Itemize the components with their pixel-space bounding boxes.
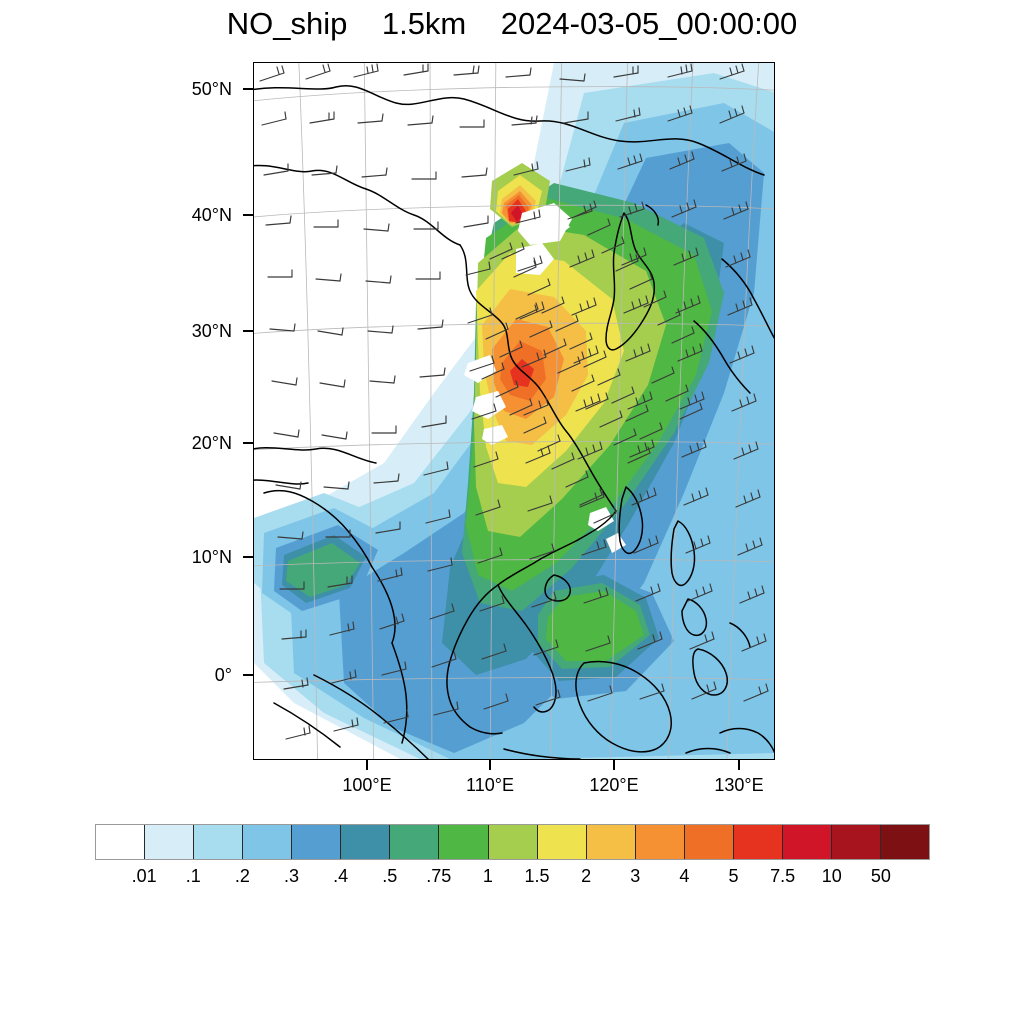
colorbar-cell-15 <box>830 825 880 859</box>
ytick-30 <box>243 330 253 332</box>
colorbar-cell-16 <box>880 825 930 859</box>
colorbar-labels: .01 .1 .2 .3 .4 .5 .75 1 1.5 2 3 4 5 7.5 10 50 <box>95 866 930 896</box>
colorbar-tick-7.5: 7.5 <box>770 866 796 886</box>
map-plot <box>253 62 775 760</box>
colorbar-tick-.01: .01 <box>131 866 157 886</box>
plot-frame <box>253 62 775 760</box>
colorbar-tick-2: 2 <box>581 866 592 886</box>
wind-barbs <box>259 63 769 740</box>
ytick-label-40: 40°N <box>191 205 232 225</box>
colorbar-cell-7 <box>438 825 488 859</box>
coastlines <box>254 85 774 759</box>
colorbar-cell-14 <box>781 825 831 859</box>
colorbar-tick-3: 3 <box>630 866 641 886</box>
colorbar-tick-5: 5 <box>728 866 739 886</box>
ytick-20 <box>243 442 253 444</box>
colorbar-cell-12 <box>683 825 733 859</box>
colorbar-tick-1: 1 <box>482 866 493 886</box>
colorbar-tick-4: 4 <box>679 866 690 886</box>
colorbar-tick-50: 50 <box>870 866 891 886</box>
colorbar-tick-1.5: 1.5 <box>524 866 550 886</box>
xtick-130 <box>738 760 740 770</box>
page-title: NO_ship 1.5km 2024-03-05_00:00:00 <box>226 6 798 41</box>
colorbar-cell-9 <box>536 825 586 859</box>
colorbar-tick-.4: .4 <box>333 866 349 886</box>
colorbar-tick-.75: .75 <box>426 866 452 886</box>
colorbar-cell-5 <box>340 825 390 859</box>
concentration-field <box>254 63 774 759</box>
ytick-label-10: 10°N <box>191 547 232 567</box>
colorbar-tick-.3: .3 <box>283 866 299 886</box>
xtick-label-110: 110°E <box>466 775 514 795</box>
ytick-40 <box>243 214 253 216</box>
xtick-100 <box>366 760 368 770</box>
colorbar-cell-3 <box>242 825 292 859</box>
colorbar-cell-0 <box>96 825 145 859</box>
ytick-label-0: 0° <box>214 665 232 685</box>
colorbar-tick-.5: .5 <box>382 866 398 886</box>
colorbar-tick-.1: .1 <box>185 866 201 886</box>
colorbar-cell-1 <box>144 825 194 859</box>
ytick-50 <box>243 88 253 90</box>
map-canvas <box>254 63 774 759</box>
xtick-label-130: 130°E <box>714 775 764 795</box>
colorbar[interactable] <box>95 824 930 860</box>
colorbar-cell-6 <box>389 825 439 859</box>
colorbar-cell-10 <box>585 825 635 859</box>
colorbar-cell-2 <box>193 825 243 859</box>
colorbar-cell-8 <box>487 825 537 859</box>
xtick-label-100: 100°E <box>342 775 392 795</box>
xtick-120 <box>613 760 615 770</box>
ytick-label-50: 50°N <box>191 79 232 99</box>
ytick-label-30: 30°N <box>191 321 232 341</box>
ytick-10 <box>243 556 253 558</box>
xtick-label-120: 120°E <box>589 775 639 795</box>
ytick-label-20: 20°N <box>191 433 232 453</box>
ytick-0 <box>243 674 253 676</box>
xtick-110 <box>489 760 491 770</box>
colorbar-tick-10: 10 <box>821 866 842 886</box>
colorbar-cell-13 <box>732 825 782 859</box>
colorbar-tick-.2: .2 <box>234 866 250 886</box>
colorbar-cell-4 <box>291 825 341 859</box>
colorbar-cell-11 <box>634 825 684 859</box>
